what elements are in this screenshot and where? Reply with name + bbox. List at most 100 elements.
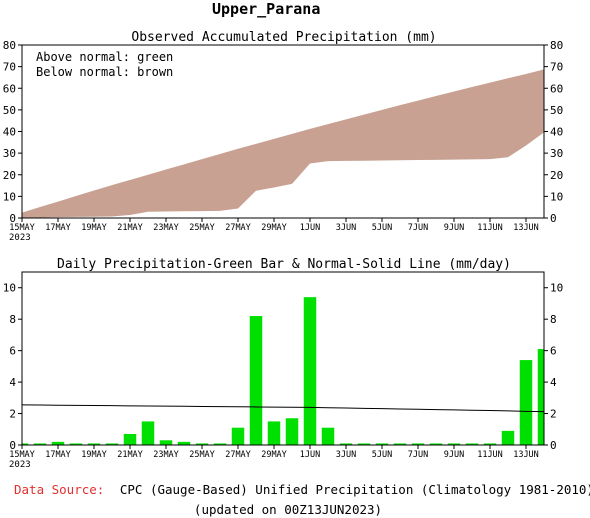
bottom-chart-xtick-label: 15MAY <box>9 450 35 460</box>
daily-precip-bar <box>537 349 544 445</box>
bottom-chart-ytick-label-right: 6 <box>550 345 557 358</box>
daily-precip-bar <box>249 316 263 445</box>
bottom-chart-xtick-label: 9JUN <box>444 450 464 460</box>
daily-precip-bar <box>105 443 119 445</box>
bottom-chart-ytick-label-right: 4 <box>550 376 557 389</box>
bottom-chart-xtick-label: 19MAY <box>81 450 107 460</box>
bottom-chart-xtick-label: 27MAY <box>225 450 251 460</box>
bottom-chart-xtick-label: 11JUN <box>477 450 503 460</box>
daily-precip-bar <box>357 443 371 445</box>
top-chart-ytick-label-right: 10 <box>550 190 563 203</box>
bottom-chart-xtick-label: 3JUN <box>336 450 356 460</box>
data-source-text: CPC (Gauge-Based) Unified Precipitation … <box>120 482 590 497</box>
top-chart-ytick-label-left: 50 <box>3 104 16 117</box>
bottom-chart-xtick-label: 1JUN <box>300 450 320 460</box>
bottom-chart-ytick-label-right: 10 <box>550 282 563 295</box>
top-chart-xtick-label: 25MAY <box>189 223 215 233</box>
bottom-chart-title: Daily Precipitation-Green Bar & Normal-S… <box>57 257 511 272</box>
top-chart-ytick-label-left: 0 <box>9 212 16 225</box>
top-chart-xtick-label: 15MAY <box>9 223 35 233</box>
daily-precip-bar <box>429 443 443 445</box>
bottom-chart-xtick-label: 29MAY <box>261 450 287 460</box>
daily-precip-bar <box>267 421 281 445</box>
top-chart-plot: 0 0 10 10 20 20 30 30 40 40 50 50 60 60 70 70 80 80 15MAY 1… <box>3 39 564 243</box>
top-chart-ytick-label-left: 30 <box>3 147 16 160</box>
daily-precip-bar <box>393 443 407 445</box>
top-chart-xtick-sublabel: 2023 <box>9 233 31 243</box>
top-chart-xtick-label: 21MAY <box>117 223 143 233</box>
top-chart-ytick-label-left: 20 <box>3 169 16 182</box>
bottom-chart-xtick-label: 7JUN <box>408 450 428 460</box>
bottom-chart-ytick-label-left: 0 <box>9 439 16 452</box>
bottom-chart-xtick-sublabel: 2023 <box>9 460 31 470</box>
bottom-chart-ytick-label-left: 10 <box>3 282 16 295</box>
daily-precip-bar <box>177 441 191 445</box>
daily-precip-bar <box>33 443 47 445</box>
top-chart-ytick-label-right: 50 <box>550 104 563 117</box>
bottom-chart-ytick-label-left: 6 <box>9 345 16 358</box>
daily-precip-bar <box>231 427 245 445</box>
bottom-chart-ytick-label-right: 0 <box>550 439 557 452</box>
top-chart-ytick-label-left: 80 <box>3 39 16 52</box>
top-chart-title: Observed Accumulated Precipitation (mm) <box>131 30 436 45</box>
daily-precip-bar <box>69 443 83 445</box>
top-chart-xtick-label: 7JUN <box>408 223 428 233</box>
top-chart-xtick-label: 27MAY <box>225 223 251 233</box>
daily-precip-bar <box>339 443 353 445</box>
daily-precip-bar <box>483 443 497 445</box>
top-chart-ytick-label-right: 0 <box>550 212 557 225</box>
data-source-label: Data Source: <box>14 482 104 497</box>
bottom-chart-ytick-label-right: 2 <box>550 408 557 421</box>
top-chart-xtick-label: 23MAY <box>153 223 179 233</box>
daily-precip-bar <box>321 427 335 445</box>
top-chart-ytick-label-right: 20 <box>550 169 563 182</box>
top-chart-ytick-label-left: 70 <box>3 61 16 74</box>
top-chart-ytick-label-right: 30 <box>550 147 563 160</box>
daily-precip-bar <box>411 443 425 445</box>
top-chart-ytick-label-left: 40 <box>3 126 16 139</box>
top-chart-xtick-label: 13JUN <box>513 223 539 233</box>
daily-precip-bar <box>22 443 29 445</box>
daily-precip-bar <box>123 433 137 445</box>
top-chart-xtick-label: 11JUN <box>477 223 503 233</box>
top-chart-annotation: Above normal: green <box>36 50 173 64</box>
top-chart-xtick-label: 17MAY <box>45 223 71 233</box>
top-chart-xtick-label: 19MAY <box>81 223 107 233</box>
daily-precip-bar <box>447 443 461 445</box>
daily-precip-bar <box>159 440 173 445</box>
bottom-chart-xtick-label: 5JUN <box>372 450 392 460</box>
bottom-chart-xtick-label: 23MAY <box>153 450 179 460</box>
top-chart-ytick-label-right: 80 <box>550 39 563 52</box>
bottom-chart-frame <box>21 271 545 446</box>
top-chart-xtick-label: 1JUN <box>300 223 320 233</box>
daily-precip-bar <box>375 443 389 445</box>
daily-precip-bar <box>285 418 299 445</box>
top-chart-annotation: Below normal: brown <box>36 65 173 79</box>
top-chart-ytick-label-left: 10 <box>3 190 16 203</box>
daily-precip-bar <box>465 443 479 445</box>
bottom-chart-xtick-label: 17MAY <box>45 450 71 460</box>
daily-precip-bar <box>87 443 101 445</box>
top-chart-xtick-label: 3JUN <box>336 223 356 233</box>
bottom-chart-ytick-label-left: 4 <box>9 376 16 389</box>
bottom-chart-ytick-label-left: 2 <box>9 408 16 421</box>
daily-precip-bar <box>141 421 155 445</box>
updated-timestamp: (updated on 00Z13JUN2023) <box>194 502 382 517</box>
bottom-chart-ytick-label-right: 8 <box>550 313 557 326</box>
top-chart-xtick-label: 29MAY <box>261 223 287 233</box>
daily-precip-bar <box>501 430 515 445</box>
top-chart-ytick-label-right: 60 <box>550 82 563 95</box>
bottom-chart-ytick-label-left: 8 <box>9 313 16 326</box>
daily-precip-bar <box>213 443 227 445</box>
bottom-chart-plot: 0 0 2 2 4 4 6 6 8 8 10 10 15MAY 17MAY 19MAY 21MAY 23MAY 2… <box>3 271 563 470</box>
normal-line <box>21 404 545 413</box>
daily-precip-bar <box>51 441 65 445</box>
daily-precip-bar <box>519 360 533 445</box>
top-chart-ytick-label-right: 40 <box>550 126 563 139</box>
bottom-chart-xtick-label: 25MAY <box>189 450 215 460</box>
bottom-chart-xtick-label: 13JUN <box>513 450 539 460</box>
data-source-footer: Data Source: CPC (Gauge-Based) Unified P… <box>14 482 590 497</box>
top-chart-xtick-label: 5JUN <box>372 223 392 233</box>
bottom-chart-xtick-label: 21MAY <box>117 450 143 460</box>
